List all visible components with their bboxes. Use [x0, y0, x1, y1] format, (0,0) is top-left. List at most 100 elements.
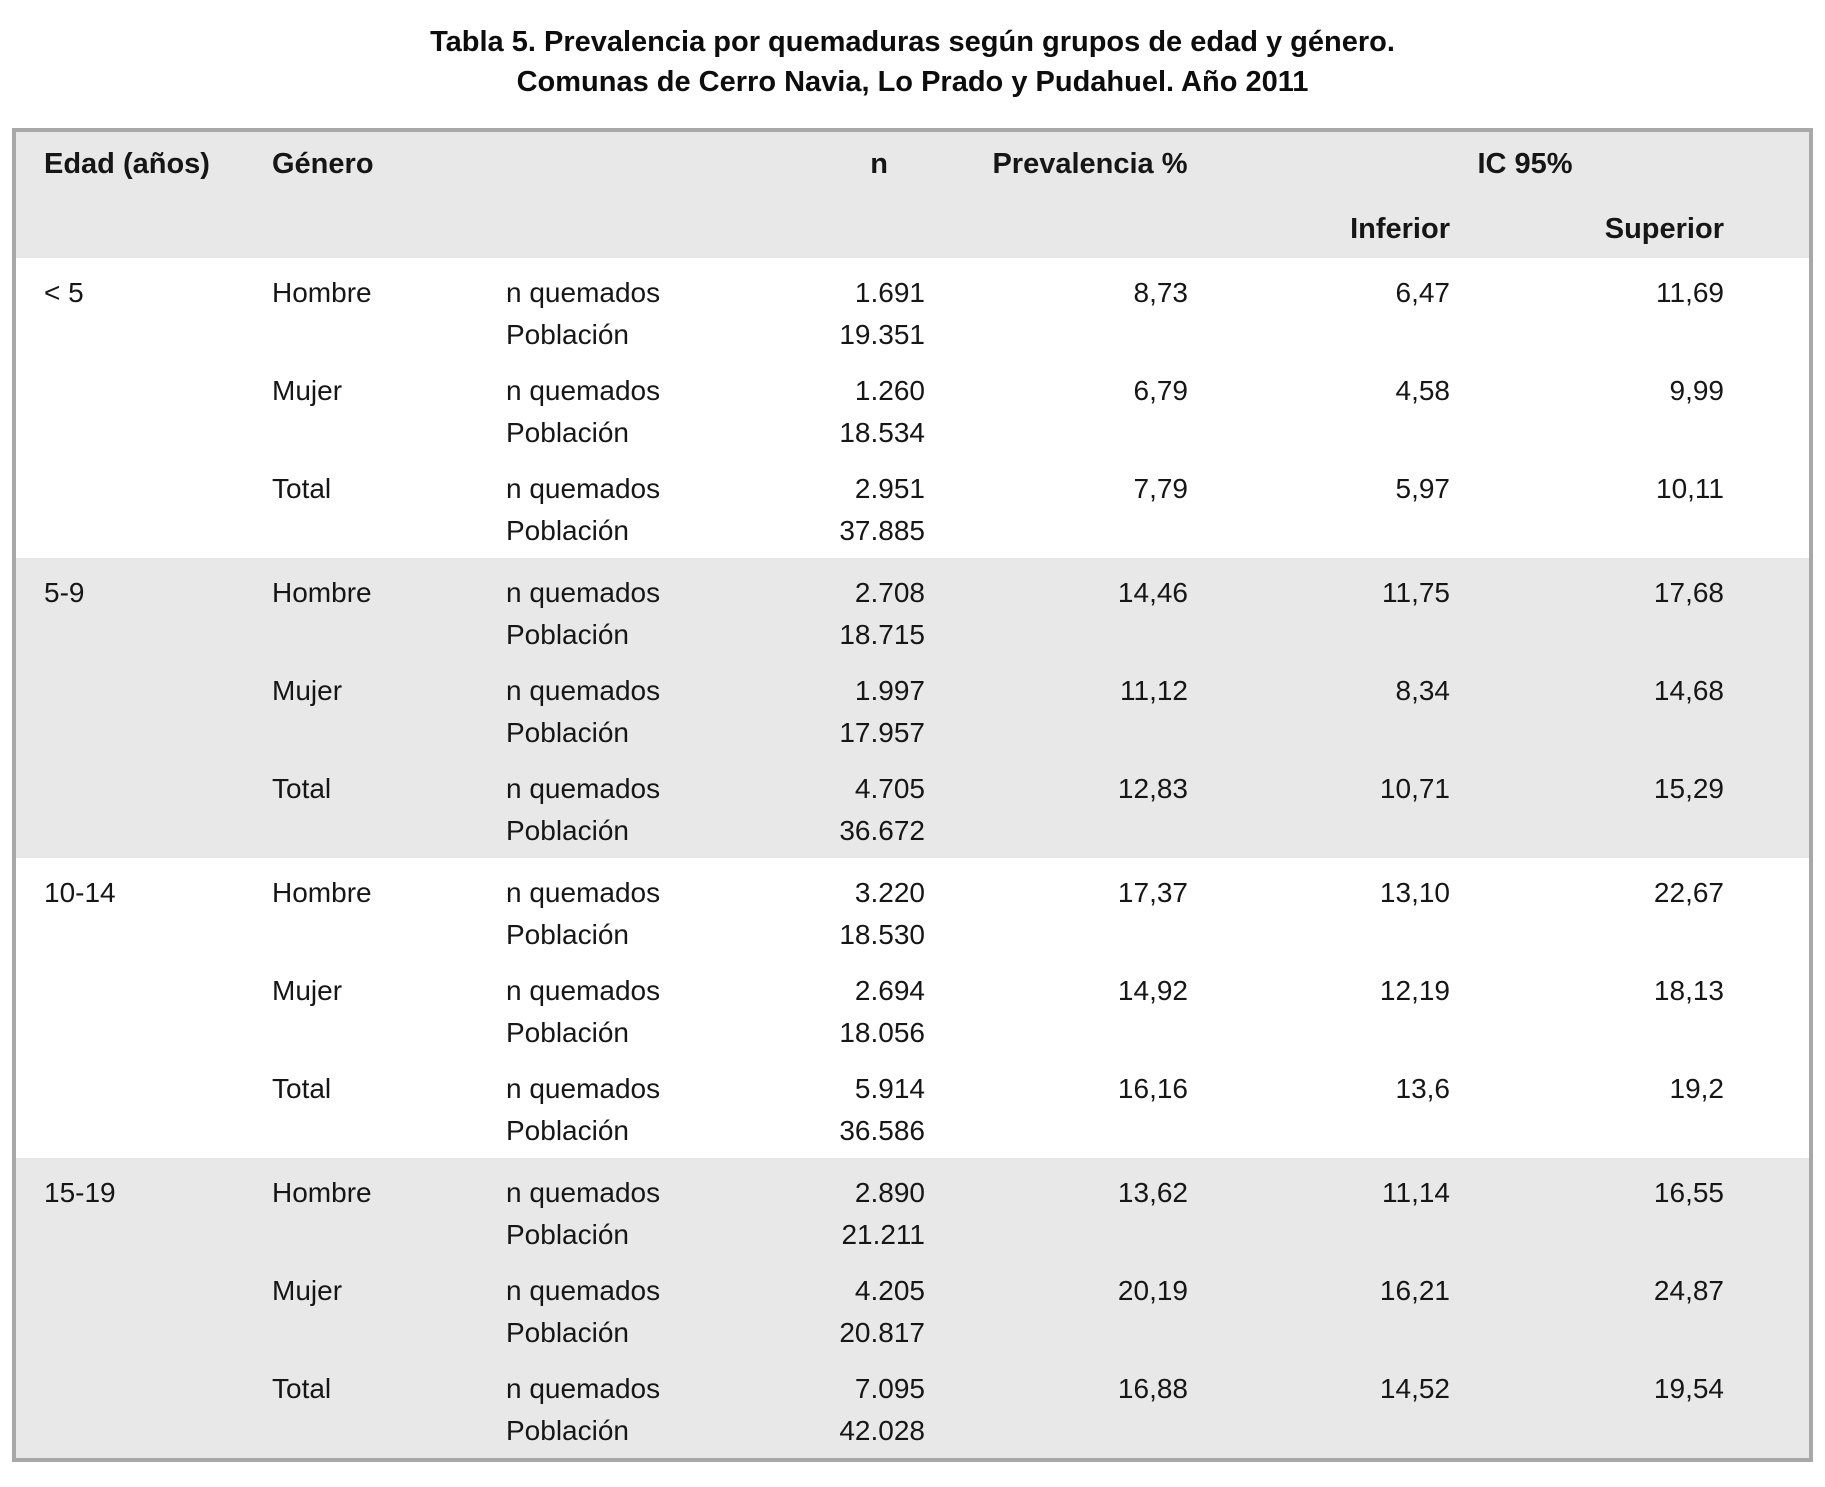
value-ci-upper: 9,99: [1669, 375, 1725, 406]
value-n-burned: 1.691: [854, 277, 925, 308]
metric-label-population: Población: [506, 717, 629, 748]
gender-label: Total: [272, 1373, 332, 1404]
value-population: 42.028: [839, 1415, 925, 1446]
gender-label: Total: [272, 473, 332, 504]
value-prevalence: 14,92: [1117, 975, 1188, 1006]
metric-label-population: Población: [506, 619, 629, 650]
value-ci-lower: 13,6: [1395, 1073, 1451, 1104]
value-population: 18.530: [839, 919, 925, 950]
value-prevalence: 17,37: [1117, 877, 1188, 908]
value-ci-lower: 13,10: [1379, 877, 1450, 908]
metric-label-population: Población: [506, 417, 629, 448]
gender-label: Hombre: [272, 877, 372, 908]
value-ci-lower: 11,14: [1382, 1177, 1450, 1208]
age-group-label: 15-19: [44, 1177, 116, 1208]
metric-label-burned: n quemados: [506, 1373, 661, 1404]
value-ci-upper: 15,29: [1653, 773, 1724, 804]
age-group-under-5: < 5 Hombre n quemados Población 1.691 19…: [16, 258, 1809, 558]
table-row: Mujer n quemados Población 2.694 18.056 …: [272, 970, 1809, 1054]
metric-label-burned: n quemados: [506, 1073, 661, 1104]
col-header-ci-upper: Superior: [1604, 213, 1724, 245]
metric-label-burned: n quemados: [506, 877, 661, 908]
value-ci-upper: 11,69: [1656, 277, 1724, 308]
metric-label-population: Población: [506, 1219, 629, 1250]
value-n-burned: 5.914: [854, 1073, 925, 1104]
value-prevalence: 7,79: [1133, 473, 1189, 504]
value-n-burned: 2.708: [854, 577, 925, 608]
metric-label-population: Población: [506, 1317, 629, 1348]
value-prevalence: 12,83: [1117, 773, 1188, 804]
value-ci-lower: 10,71: [1379, 773, 1450, 804]
gender-label: Total: [272, 1073, 332, 1104]
value-prevalence: 14,46: [1117, 577, 1188, 608]
value-n-burned: 7.095: [854, 1373, 925, 1404]
value-ci-lower: 8,34: [1395, 675, 1451, 706]
col-header-gender: Género: [272, 148, 374, 180]
value-n-burned: 4.205: [854, 1275, 925, 1306]
metric-label-burned: n quemados: [506, 375, 661, 406]
value-prevalence: 16,88: [1117, 1373, 1188, 1404]
value-ci-lower: 6,47: [1395, 277, 1451, 308]
value-n-burned: 2.890: [854, 1177, 925, 1208]
table-header-row-2: Inferior Superior: [16, 200, 1809, 246]
col-header-ci95: IC 95%: [1477, 148, 1573, 180]
table-row: Hombre n quemados Población 2.890 21.211…: [272, 1172, 1809, 1256]
table-title: Tabla 5. Prevalencia por quemaduras segú…: [0, 22, 1825, 102]
value-ci-upper: 17,68: [1653, 577, 1724, 608]
gender-label: Mujer: [272, 1275, 343, 1306]
table-row: Total n quemados Población 4.705 36.672 …: [272, 768, 1809, 852]
metric-label-burned: n quemados: [506, 1177, 661, 1208]
table-row: Hombre n quemados Población 1.691 19.351…: [272, 272, 1809, 356]
metric-label-burned: n quemados: [506, 577, 661, 608]
value-n-burned: 1.260: [854, 375, 925, 406]
value-ci-upper: 10,11: [1656, 473, 1724, 504]
value-population: 19.351: [839, 319, 925, 350]
age-group-label: 10-14: [44, 877, 116, 908]
value-ci-upper: 19,2: [1669, 1073, 1725, 1104]
gender-label: Mujer: [272, 975, 343, 1006]
table-row: Total n quemados Población 7.095 42.028 …: [272, 1368, 1809, 1452]
table-row: Mujer n quemados Población 1.997 17.957 …: [272, 670, 1809, 754]
value-population: 21.211: [841, 1219, 925, 1250]
gender-label: Hombre: [272, 1177, 372, 1208]
table-title-line2: Comunas de Cerro Navia, Lo Prado y Pudah…: [516, 66, 1309, 98]
value-population: 17.957: [839, 717, 925, 748]
value-prevalence: 11,12: [1120, 675, 1188, 706]
metric-label-population: Población: [506, 1017, 629, 1048]
value-population: 18.534: [839, 417, 925, 448]
gender-label: Mujer: [272, 675, 343, 706]
value-prevalence: 6,79: [1133, 375, 1189, 406]
metric-label-population: Población: [506, 319, 629, 350]
value-n-burned: 2.951: [854, 473, 925, 504]
value-ci-lower: 5,97: [1395, 473, 1451, 504]
metric-label-population: Población: [506, 1115, 629, 1146]
value-prevalence: 13,62: [1117, 1177, 1188, 1208]
table-header: Edad (años) Género n Prevalencia % IC 95…: [16, 132, 1809, 258]
table-row: Total n quemados Población 5.914 36.586 …: [272, 1068, 1809, 1152]
value-n-burned: 1.997: [854, 675, 925, 706]
metric-label-population: Población: [506, 919, 629, 950]
value-population: 20.817: [839, 1317, 925, 1348]
table-row: Mujer n quemados Población 1.260 18.534 …: [272, 370, 1809, 454]
metric-label-burned: n quemados: [506, 473, 661, 504]
col-header-prevalence: Prevalencia %: [992, 148, 1188, 180]
col-header-ci-lower: Inferior: [1350, 213, 1450, 245]
table-row: Hombre n quemados Población 3.220 18.530…: [272, 872, 1809, 956]
value-ci-lower: 14,52: [1379, 1373, 1450, 1404]
value-ci-lower: 12,19: [1379, 975, 1450, 1006]
value-population: 36.672: [839, 815, 925, 846]
value-population: 37.885: [839, 515, 925, 546]
table-row: Total n quemados Población 2.951 37.885 …: [272, 468, 1809, 552]
value-prevalence: 8,73: [1133, 277, 1189, 308]
age-group-label: < 5: [44, 277, 84, 308]
prevalence-table: Edad (años) Género n Prevalencia % IC 95…: [12, 128, 1813, 1462]
age-group-15-19: 15-19 Hombre n quemados Población 2.890 …: [16, 1158, 1809, 1458]
value-n-burned: 4.705: [854, 773, 925, 804]
table-row: Mujer n quemados Población 4.205 20.817 …: [272, 1270, 1809, 1354]
value-population: 18.056: [839, 1017, 925, 1048]
metric-label-population: Población: [506, 815, 629, 846]
metric-label-population: Población: [506, 1415, 629, 1446]
metric-label-burned: n quemados: [506, 773, 661, 804]
metric-label-burned: n quemados: [506, 675, 661, 706]
age-group-5-9: 5-9 Hombre n quemados Población 2.708 18…: [16, 558, 1809, 858]
